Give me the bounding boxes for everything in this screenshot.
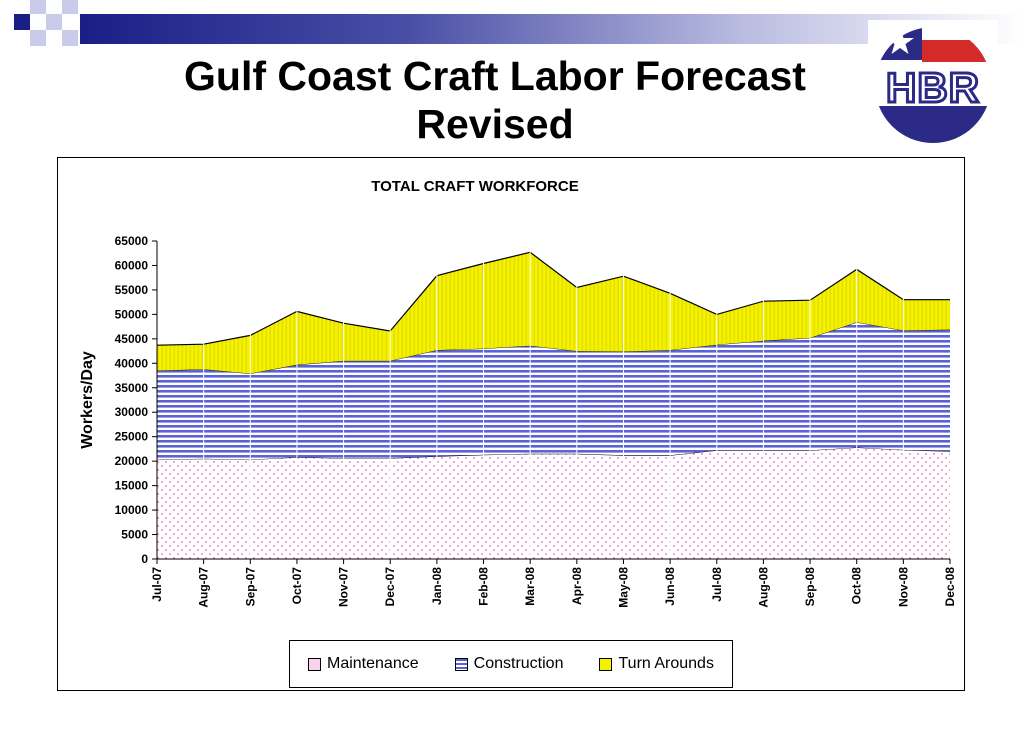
decor-square	[62, 0, 78, 14]
legend-item-construction: Construction	[454, 655, 564, 673]
x-tick-label: Sep-07	[243, 567, 257, 607]
x-tick-label: Mar-08	[523, 567, 537, 606]
x-tick-label: Aug-08	[756, 567, 770, 608]
y-tick-label: 50000	[115, 307, 149, 321]
y-tick-label: 60000	[115, 258, 149, 272]
y-tick-label: 10000	[115, 503, 149, 517]
x-tick-label: Nov-08	[896, 567, 910, 607]
y-axis-label: Workers/Day	[79, 351, 96, 449]
decor-square	[62, 30, 78, 46]
decor-square	[46, 14, 62, 30]
x-tick-label: Oct-08	[850, 567, 864, 605]
y-tick-label: 20000	[115, 454, 149, 468]
legend-item-maintenance: Maintenance	[308, 655, 419, 673]
y-tick-label: 15000	[115, 479, 149, 493]
x-tick-label: Jan-08	[430, 567, 444, 605]
logo-text: HBR	[886, 64, 980, 111]
x-tick-label: Dec-08	[943, 567, 957, 607]
y-tick-label: 40000	[115, 356, 149, 370]
y-tick-label: 5000	[121, 528, 148, 542]
area-turn-arounds	[157, 252, 950, 374]
y-tick-label: 25000	[115, 430, 149, 444]
x-tick-label: Oct-07	[290, 567, 304, 605]
slide-title-line1: Gulf Coast Craft Labor Forecast	[184, 53, 806, 99]
slide-title: Gulf Coast Craft Labor Forecast Revised	[90, 52, 900, 148]
legend-item-turn-arounds: Turn Arounds	[599, 655, 714, 673]
decor-square	[14, 14, 30, 30]
legend-swatch-turn-arounds	[599, 657, 613, 671]
decor-square	[30, 30, 46, 46]
area-construction	[157, 322, 950, 460]
x-tick-label: Dec-07	[383, 567, 397, 607]
legend-swatch-maintenance	[308, 657, 321, 671]
title-gradient-band	[80, 14, 1024, 44]
x-tick-label: Jul-08	[710, 567, 724, 602]
legend-label-construction: Construction	[473, 655, 564, 672]
x-tick-label: Nov-07	[337, 567, 351, 607]
x-tick-label: Sep-08	[803, 567, 817, 607]
chart-legend: Maintenance Construction Turn Arounds	[289, 640, 733, 688]
star-icon	[886, 28, 914, 54]
x-tick-label: Apr-08	[570, 567, 584, 605]
chart-title: TOTAL CRAFT WORKFORCE	[371, 178, 579, 195]
y-tick-label: 0	[141, 552, 148, 566]
y-tick-label: 30000	[115, 405, 149, 419]
legend-label-turn-arounds: Turn Arounds	[618, 655, 714, 672]
y-tick-label: 55000	[115, 283, 149, 297]
legend-label-maintenance: Maintenance	[327, 655, 419, 672]
x-tick-label: Aug-07	[197, 567, 211, 608]
x-tick-label: Jul-07	[150, 567, 164, 602]
y-tick-label: 65000	[115, 234, 149, 248]
legend-swatch-construction	[454, 657, 468, 671]
x-tick-label: May-08	[616, 567, 630, 608]
y-tick-label: 35000	[115, 381, 149, 395]
x-tick-label: Jun-08	[663, 567, 677, 606]
line-turn-arounds	[156, 251, 950, 346]
decor-square	[30, 0, 46, 14]
y-tick-label: 45000	[115, 332, 149, 346]
x-tick-label: Feb-08	[477, 567, 491, 606]
hbr-logo: HBR	[868, 20, 998, 150]
slide-title-line2: Revised	[416, 101, 574, 147]
area-maintenance	[157, 447, 950, 559]
